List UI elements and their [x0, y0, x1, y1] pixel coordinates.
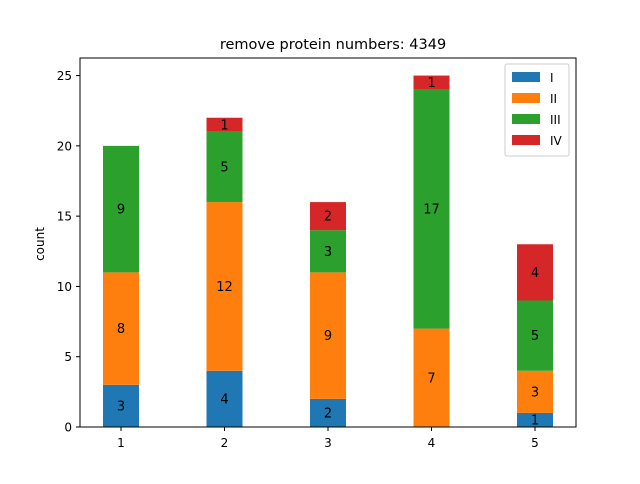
bars-group [103, 75, 553, 427]
bar-segment-III-5 [517, 300, 553, 371]
chart-title: remove protein numbers: 4349 [220, 37, 446, 53]
bar-value-label: 5 [220, 160, 228, 175]
x-tick-label: 5 [531, 436, 539, 450]
bar-segment-III-3 [310, 230, 346, 273]
bar-value-label: 12 [216, 280, 233, 295]
bar-value-label: 2 [324, 406, 332, 421]
bar-segment-IV-2 [206, 117, 243, 132]
bar-value-label: 3 [324, 245, 332, 260]
legend-label: I [550, 71, 554, 85]
bar-value-label: 4 [531, 266, 539, 281]
y-tick-label: 20 [57, 139, 72, 153]
bar-value-label: 5 [531, 329, 539, 344]
bar-value-label: 4 [220, 392, 228, 407]
bar-segment-IV-3 [310, 202, 346, 231]
legend-label: IV [550, 134, 563, 148]
legend-swatch [512, 114, 540, 124]
y-tick-label: 5 [64, 350, 72, 364]
y-tick-label: 25 [57, 69, 72, 83]
bar-value-label: 3 [531, 385, 539, 400]
bar-segment-III-1 [103, 145, 139, 273]
legend-swatch [512, 72, 540, 82]
bar-value-label: 1 [427, 76, 435, 91]
bar-value-label: 3 [117, 399, 125, 414]
x-tick-label: 1 [117, 436, 125, 450]
bar-value-label: 1 [531, 413, 539, 428]
legend-box [504, 63, 570, 157]
y-axis-label: count [33, 227, 47, 261]
bar-segment-I-1 [103, 384, 139, 427]
bar-value-label: 8 [117, 322, 125, 337]
bar-segment-II-1 [103, 272, 139, 385]
x-tick-label: 3 [324, 436, 332, 450]
bar-value-label: 7 [427, 371, 435, 386]
legend-swatch [512, 93, 540, 103]
bar-segment-I-5 [517, 412, 553, 427]
bar-value-label: 2 [324, 210, 332, 225]
bar-segment-II-2 [206, 202, 243, 371]
bar-segment-III-4 [413, 89, 450, 329]
bar-segment-II-3 [310, 272, 346, 399]
bar-value-label: 1 [220, 118, 228, 133]
bar-value-label: 9 [117, 203, 125, 218]
y-tick-label: 10 [57, 280, 72, 294]
bar-segment-IV-4 [413, 75, 450, 90]
legend-label: II [550, 92, 557, 106]
bar-segment-I-2 [206, 370, 243, 427]
legend-swatch [512, 135, 540, 145]
y-tick-label: 15 [57, 210, 72, 224]
bar-segment-II-4 [413, 328, 450, 427]
bar-segment-I-3 [310, 398, 346, 427]
legend-label: III [550, 113, 561, 127]
bar-value-label: 9 [324, 329, 332, 344]
x-tick-label: 2 [221, 436, 229, 450]
bar-segment-II-5 [517, 370, 553, 413]
x-tick-label: 4 [428, 436, 436, 450]
bar-value-label: 17 [423, 203, 440, 218]
y-tick-label: 0 [64, 421, 72, 435]
bar-segment-III-2 [206, 131, 243, 203]
bar-segment-IV-5 [517, 244, 553, 301]
